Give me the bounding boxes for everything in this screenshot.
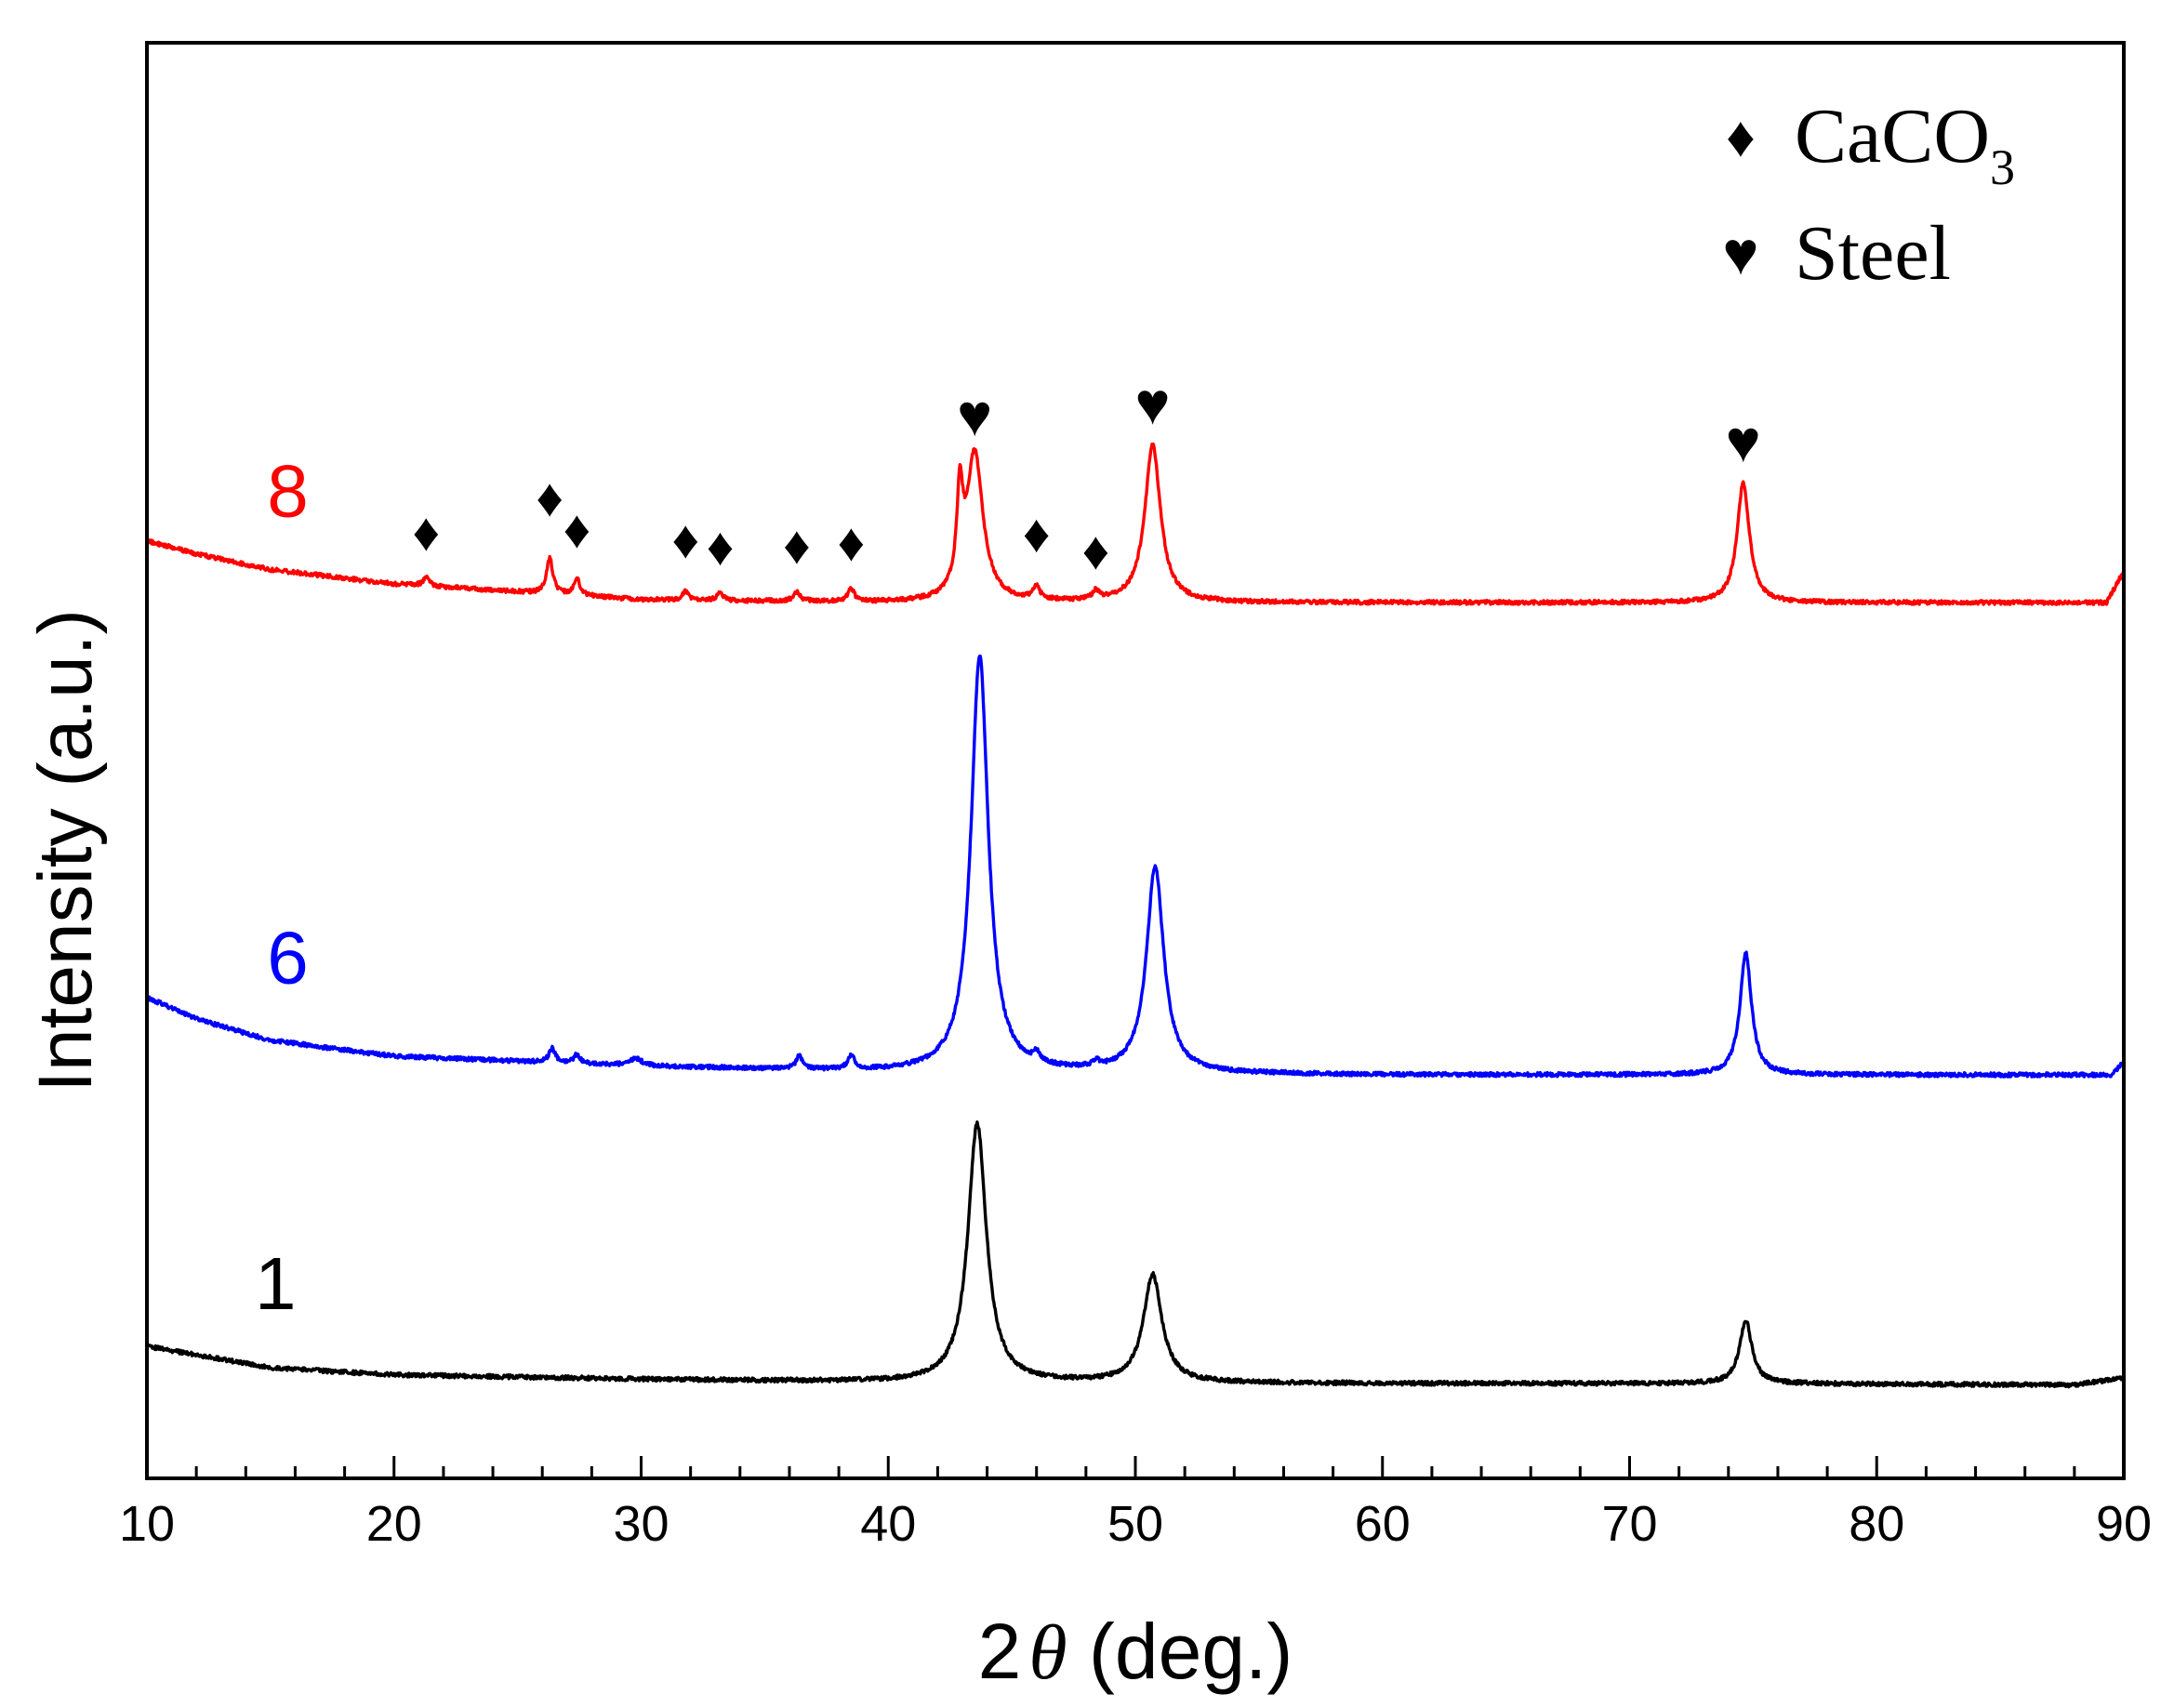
series-label-8: 8 (267, 450, 309, 533)
legend-label-caco3-subscript: 3 (1990, 139, 2015, 195)
series-label-layer: 1 6 8 (255, 450, 309, 1325)
caco3-peak-marker: ♦ (838, 512, 866, 573)
x-tick-label: 90 (2096, 1496, 2152, 1552)
caco3-peak-marker: ♦ (783, 515, 811, 576)
series-line-8 (145, 442, 2126, 606)
legend-label-caco3-text: CaCO (1795, 93, 1990, 179)
caco3-peak-marker: ♦ (536, 468, 563, 528)
steel-peak-marker: ♥ (957, 382, 992, 449)
x-tick-label: 20 (366, 1496, 422, 1552)
phase-marker-layer: ♦♦♦ ♦ ♦ ♦ ♦♥♦ ♦♥♥ (412, 370, 1760, 581)
x-tick-label: 40 (860, 1496, 916, 1552)
x-axis-ticks (145, 1456, 2126, 1478)
steel-peak-marker: ♥ (1135, 370, 1171, 437)
legend-label-steel: Steel (1795, 210, 1951, 297)
x-tick-label: 70 (1601, 1496, 1657, 1552)
series-label-6: 6 (267, 916, 309, 999)
series-line-1 (145, 1120, 2126, 1389)
x-tick-label: 80 (1849, 1496, 1904, 1552)
x-axis-label-suffix: (deg.) (1067, 1608, 1293, 1695)
legend-symbol-steel: ♥ (1722, 218, 1758, 287)
series-label-1: 1 (255, 1242, 297, 1325)
caco3-peak-marker: ♦ (412, 502, 440, 563)
x-tick-label: 60 (1355, 1496, 1411, 1552)
x-axis-label-theta: θ (1028, 1609, 1067, 1696)
caco3-peak-marker: ♦ (672, 510, 700, 570)
caco3-peak-marker: ♦ (1082, 521, 1110, 581)
caco3-peak-marker: ♦ (563, 499, 591, 560)
legend-label-caco3: CaCO3 (1795, 93, 2015, 195)
x-axis-label-prefix: 2 (978, 1608, 1022, 1695)
steel-peak-marker: ♥ (1726, 407, 1761, 474)
series-line-6 (145, 655, 2126, 1079)
x-tick-label: 30 (613, 1496, 669, 1552)
legend-symbol-caco3: ♦ (1726, 105, 1756, 169)
legend: ♦ CaCO3 ♥ Steel (1722, 93, 2015, 297)
series-layer (145, 442, 2126, 1389)
x-tick-label: 50 (1107, 1496, 1163, 1552)
caco3-peak-marker: ♦ (707, 516, 735, 576)
caco3-peak-marker: ♦ (1023, 504, 1051, 564)
x-axis-label: 2θ (deg.) (978, 1608, 1293, 1696)
y-axis-label: Intensity (a.u.) (23, 609, 108, 1092)
x-tick-label: 10 (119, 1496, 175, 1552)
plot-area: ♦♦♦ ♦ ♦ ♦ ♦♥♦ ♦♥♥ 168 (145, 370, 2126, 1389)
x-axis-tick-labels: 10 20 30 40 50 60 70 80 90 (119, 1496, 2152, 1552)
